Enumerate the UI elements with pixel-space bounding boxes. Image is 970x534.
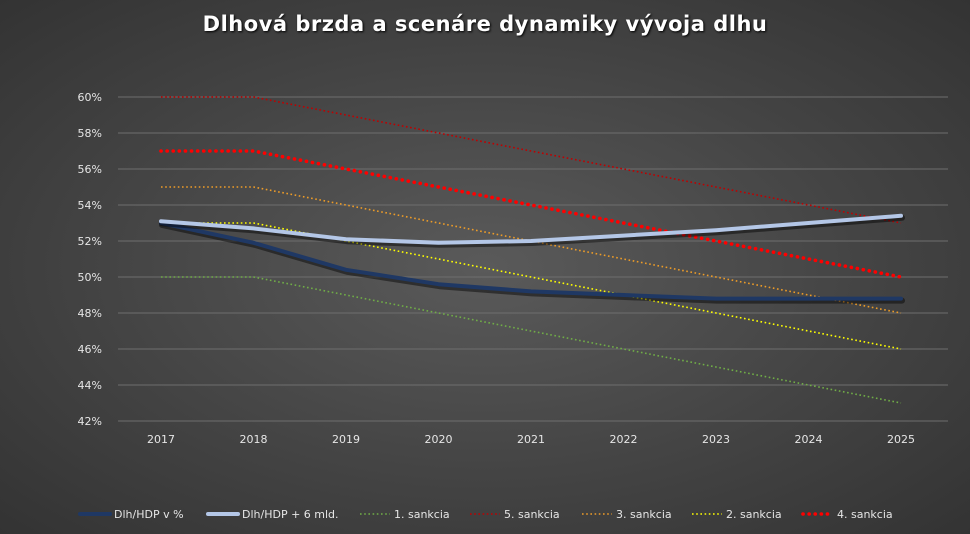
x-tick-label: 2021 bbox=[517, 433, 545, 446]
x-tick-label: 2017 bbox=[147, 433, 175, 446]
x-tick-label: 2025 bbox=[887, 433, 915, 446]
x-axis-tick-labels: 2017 2018 2019 2020 2021 2022 2023 2024 2025 bbox=[147, 433, 915, 446]
y-axis-tick-labels: 42% 44% 46% 48% 50% 52% 54% 56% 58% 60% bbox=[78, 91, 102, 428]
x-tick-label: 2023 bbox=[702, 433, 730, 446]
legend-label: 3. sankcia bbox=[616, 508, 672, 521]
series-line bbox=[161, 222, 902, 350]
y-tick-label: 42% bbox=[78, 415, 102, 428]
legend-label: Dlh/HDP v % bbox=[114, 508, 184, 521]
gridlines bbox=[118, 96, 948, 422]
legend-label: 5. sankcia bbox=[504, 508, 560, 521]
chart-title: Dlhová brzda a scenáre dynamiky vývoja d… bbox=[202, 12, 768, 36]
legend-label: 1. sankcia bbox=[394, 508, 450, 521]
legend-label: 2. sankcia bbox=[726, 508, 782, 521]
x-tick-label: 2018 bbox=[240, 433, 268, 446]
y-tick-label: 60% bbox=[78, 91, 102, 104]
y-tick-label: 50% bbox=[78, 271, 102, 284]
x-tick-label: 2019 bbox=[332, 433, 360, 446]
series-line bbox=[159, 221, 903, 301]
legend: Dlh/HDP v % Dlh/HDP + 6 mld. 1. sankcia 5. … bbox=[78, 508, 893, 521]
y-tick-label: 48% bbox=[78, 307, 102, 320]
legend-label: 4. sankcia bbox=[837, 508, 893, 521]
y-tick-label: 44% bbox=[78, 379, 102, 392]
series-line bbox=[161, 96, 902, 224]
series-lines bbox=[159, 96, 905, 404]
y-tick-label: 46% bbox=[78, 343, 102, 356]
series-line bbox=[159, 149, 903, 279]
x-tick-label: 2024 bbox=[795, 433, 823, 446]
legend-label: Dlh/HDP + 6 mld. bbox=[242, 508, 339, 521]
y-tick-label: 58% bbox=[78, 127, 102, 140]
y-tick-label: 54% bbox=[78, 199, 102, 212]
y-tick-label: 52% bbox=[78, 235, 102, 248]
series-line-shadow bbox=[159, 222, 905, 304]
y-tick-label: 56% bbox=[78, 163, 102, 176]
x-tick-label: 2022 bbox=[610, 433, 638, 446]
series-line bbox=[159, 213, 903, 245]
x-tick-label: 2020 bbox=[425, 433, 453, 446]
series-line bbox=[161, 276, 902, 404]
